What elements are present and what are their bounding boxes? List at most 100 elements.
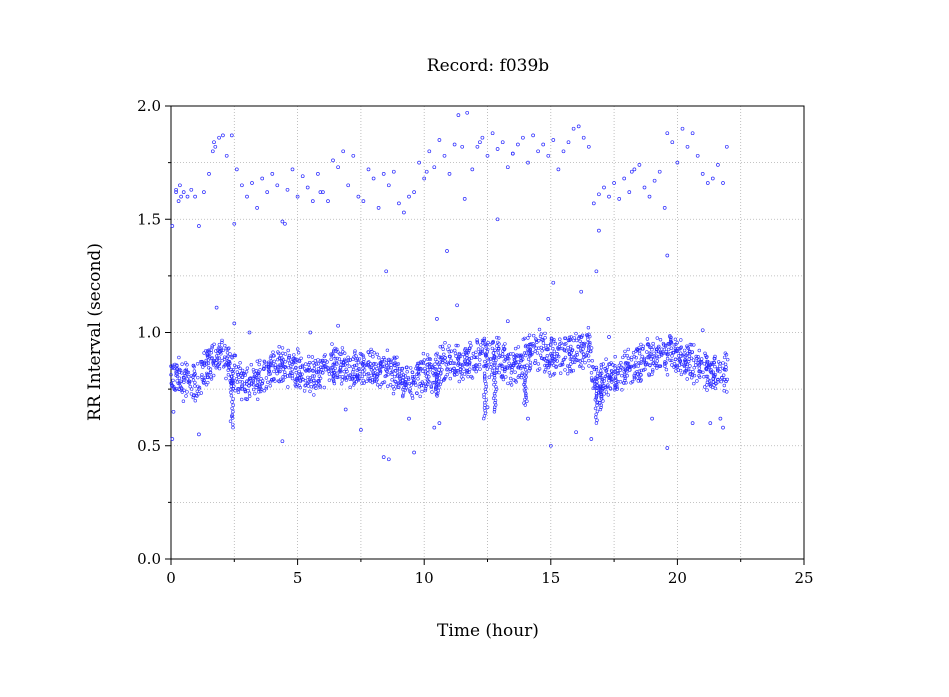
rr-point — [320, 360, 324, 364]
rr-point — [170, 224, 175, 228]
rr-point — [548, 374, 552, 378]
rr-point — [697, 375, 702, 379]
rr-point — [229, 394, 234, 398]
rr-point — [212, 373, 216, 378]
rr-point — [407, 416, 411, 421]
rr-point — [200, 377, 205, 382]
rr-point — [503, 367, 508, 371]
x-tick-label: 20 — [668, 569, 687, 587]
rr-point — [582, 341, 587, 346]
rr-point — [427, 356, 431, 361]
rr-point — [194, 393, 198, 397]
rr-point — [479, 343, 483, 347]
x-axis-label: Time (hour) — [437, 621, 539, 641]
rr-point — [245, 194, 249, 199]
rr-point — [321, 371, 325, 375]
rr-point — [281, 367, 285, 371]
rr-point — [620, 388, 624, 392]
rr-point — [665, 373, 670, 377]
rr-point — [496, 351, 501, 355]
rr-point — [266, 380, 270, 384]
rr-point — [668, 339, 673, 343]
rr-point — [482, 395, 486, 399]
rr-point — [583, 360, 587, 365]
rr-point — [207, 348, 211, 352]
rr-point — [187, 379, 191, 383]
rr-point — [568, 357, 573, 361]
rr-point — [615, 387, 619, 391]
rr-point — [561, 358, 566, 362]
rr-point — [632, 377, 637, 381]
rr-point — [454, 370, 458, 374]
rr-point — [500, 352, 505, 356]
y-tick-label: 0.5 — [137, 437, 161, 455]
rr-point — [539, 332, 543, 336]
rr-point — [521, 337, 525, 342]
rr-point — [171, 365, 175, 369]
rr-point — [533, 361, 537, 365]
rr-point — [480, 351, 484, 355]
rr-point — [437, 355, 441, 359]
rr-point — [469, 344, 473, 348]
rr-point — [600, 382, 605, 386]
rr-point — [195, 362, 200, 366]
rr-point — [618, 368, 622, 372]
rr-point — [595, 409, 600, 414]
rr-point — [516, 142, 520, 147]
rr-point — [491, 358, 496, 362]
rr-point — [180, 390, 185, 394]
rr-point — [231, 371, 235, 375]
rr-point — [219, 352, 223, 356]
rr-point — [209, 348, 213, 352]
rr-point — [326, 199, 330, 203]
rr-point — [372, 379, 377, 383]
rr-point — [240, 384, 245, 388]
rr-point — [283, 373, 287, 377]
rr-point — [231, 425, 235, 430]
rr-point — [452, 361, 457, 365]
rr-point — [209, 375, 213, 379]
rr-point — [654, 349, 659, 354]
rr-point — [535, 340, 539, 344]
rr-point — [226, 359, 230, 363]
rr-point — [593, 382, 597, 386]
y-tick-label: 0.0 — [137, 550, 161, 568]
rr-point — [669, 358, 674, 363]
rr-point — [229, 390, 233, 395]
rr-point — [627, 190, 632, 194]
rr-point — [267, 372, 271, 376]
rr-point — [716, 163, 720, 167]
rr-point — [462, 197, 467, 201]
rr-point — [367, 360, 371, 364]
rr-point — [365, 379, 369, 383]
rr-point — [674, 369, 678, 373]
rr-point — [262, 367, 266, 371]
rr-point — [589, 349, 593, 354]
x-tick-label: 0 — [166, 569, 176, 587]
rr-point — [483, 379, 487, 383]
rr-point — [231, 387, 235, 391]
rr-point — [597, 228, 601, 233]
rr-point — [404, 380, 408, 384]
rr-point — [621, 355, 625, 360]
rr-point — [555, 359, 559, 363]
rr-point — [277, 379, 282, 384]
rr-point — [416, 377, 420, 381]
rr-point — [332, 379, 336, 384]
rr-point — [192, 393, 196, 398]
rr-point — [448, 376, 452, 381]
rr-point — [512, 363, 516, 368]
rr-point — [204, 383, 209, 387]
rr-point — [341, 350, 345, 354]
rr-point — [659, 353, 664, 357]
rr-point — [508, 352, 513, 356]
rr-point — [253, 375, 258, 379]
rr-point — [576, 345, 580, 349]
rr-point — [509, 383, 514, 387]
rr-point — [181, 190, 186, 194]
rr-point — [548, 443, 553, 448]
rr-point — [598, 373, 602, 378]
rr-point — [206, 372, 210, 377]
rr-point — [396, 362, 401, 366]
rr-point — [582, 355, 586, 359]
